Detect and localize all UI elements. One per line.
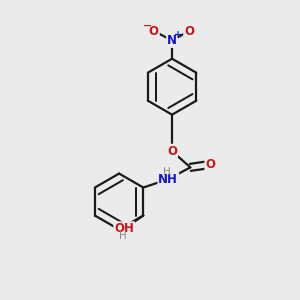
Text: H: H: [163, 167, 171, 177]
Text: NH: NH: [158, 172, 178, 186]
Text: H: H: [119, 231, 127, 241]
Text: O: O: [167, 145, 177, 158]
Text: −: −: [143, 21, 152, 31]
Text: O: O: [206, 158, 215, 171]
Text: O: O: [149, 25, 159, 38]
Text: N: N: [167, 34, 177, 47]
Text: +: +: [174, 30, 182, 40]
Text: O: O: [184, 25, 194, 38]
Text: OH: OH: [114, 222, 134, 235]
